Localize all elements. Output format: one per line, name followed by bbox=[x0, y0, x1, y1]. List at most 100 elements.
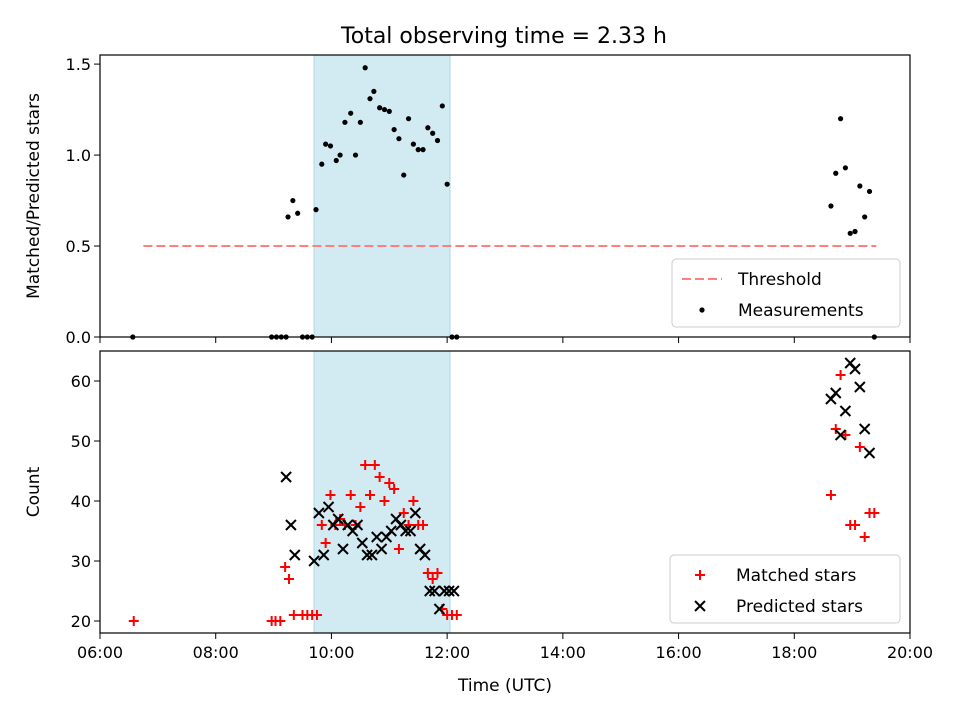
data-point bbox=[389, 484, 400, 494]
data-point bbox=[361, 549, 373, 561]
data-point bbox=[847, 230, 853, 236]
data-point bbox=[438, 585, 450, 597]
series-measurements bbox=[130, 65, 877, 340]
data-point bbox=[366, 549, 378, 561]
data-point bbox=[348, 110, 354, 116]
data-point bbox=[345, 490, 356, 500]
data-point bbox=[866, 188, 873, 195]
data-point bbox=[342, 119, 348, 125]
data-point bbox=[840, 430, 851, 440]
data-point bbox=[316, 520, 327, 530]
data-point bbox=[352, 152, 359, 158]
y-tick-label: 0.5 bbox=[66, 237, 91, 256]
data-point bbox=[425, 125, 431, 131]
data-point bbox=[420, 147, 426, 153]
data-point bbox=[825, 490, 836, 500]
data-point bbox=[837, 116, 844, 122]
data-point bbox=[833, 170, 839, 176]
y-tick-label: 0.0 bbox=[66, 328, 91, 347]
data-point bbox=[842, 165, 848, 171]
data-point bbox=[313, 207, 319, 213]
data-point bbox=[351, 519, 364, 531]
data-point bbox=[859, 532, 870, 542]
data-point bbox=[337, 152, 343, 158]
data-point bbox=[834, 429, 847, 441]
data-point bbox=[432, 568, 443, 578]
data-point bbox=[371, 88, 377, 94]
data-point bbox=[419, 549, 431, 561]
data-point bbox=[448, 585, 460, 597]
data-point bbox=[444, 181, 450, 187]
data-point bbox=[451, 610, 462, 620]
legend-label: Predicted stars bbox=[736, 597, 863, 617]
legend-matched-swatch bbox=[695, 570, 705, 580]
data-point bbox=[857, 183, 863, 189]
series-predicted-stars bbox=[280, 357, 876, 615]
data-point bbox=[356, 537, 368, 549]
data-point bbox=[415, 147, 421, 153]
data-point bbox=[428, 585, 441, 597]
x-tick-label: 10:00 bbox=[308, 643, 354, 662]
y-tick-label: 50 bbox=[71, 432, 91, 451]
data-point bbox=[852, 228, 858, 235]
data-point bbox=[313, 507, 325, 519]
data-point bbox=[362, 65, 368, 71]
legend-label: Threshold bbox=[737, 270, 822, 290]
chart-title: Total observing time = 2.33 h bbox=[340, 24, 667, 49]
data-point bbox=[371, 531, 383, 543]
count-panel: 20 30 40 50 60 06:00 08:00 10:00 12:00 14:00 16:00… bbox=[24, 350, 933, 696]
data-point bbox=[323, 141, 329, 147]
x-tick-label: 14:00 bbox=[540, 643, 586, 662]
data-point bbox=[285, 519, 297, 531]
data-point bbox=[869, 508, 880, 518]
data-point bbox=[433, 603, 446, 615]
data-point bbox=[835, 370, 846, 380]
legend-label: Measurements bbox=[738, 301, 864, 321]
observing-window-span bbox=[313, 350, 451, 634]
data-point bbox=[288, 610, 299, 620]
data-point bbox=[374, 472, 385, 482]
data-point bbox=[308, 555, 320, 567]
data-point bbox=[850, 520, 861, 530]
x-tick-label: 12:00 bbox=[424, 643, 470, 662]
data-point bbox=[830, 424, 841, 434]
data-point bbox=[289, 549, 301, 561]
legend: Threshold Measurements bbox=[671, 258, 901, 328]
data-point bbox=[854, 381, 866, 393]
data-point bbox=[355, 502, 366, 512]
data-point bbox=[409, 507, 422, 519]
data-point bbox=[369, 460, 380, 470]
data-point bbox=[275, 616, 286, 626]
data-point bbox=[384, 478, 395, 488]
data-point bbox=[325, 490, 336, 500]
data-point bbox=[128, 616, 139, 626]
x-tick-label: 20:00 bbox=[887, 643, 933, 662]
data-point bbox=[399, 525, 412, 537]
data-point bbox=[386, 108, 392, 114]
data-point bbox=[424, 585, 436, 597]
data-point bbox=[443, 585, 455, 597]
data-point bbox=[422, 568, 433, 578]
observing-window-span bbox=[313, 54, 451, 338]
y-tick-label: 20 bbox=[71, 612, 91, 631]
data-point bbox=[410, 141, 416, 147]
data-point bbox=[863, 447, 876, 459]
data-point bbox=[439, 103, 445, 109]
data-point bbox=[830, 387, 842, 399]
data-point bbox=[322, 501, 335, 513]
data-point bbox=[319, 161, 325, 167]
data-point bbox=[839, 405, 852, 417]
data-point bbox=[311, 610, 322, 620]
data-point bbox=[398, 508, 409, 518]
data-point bbox=[318, 549, 330, 561]
legend: Matched stars Predicted stars bbox=[669, 554, 901, 624]
legend-box bbox=[669, 554, 901, 624]
data-point bbox=[285, 214, 291, 220]
data-point bbox=[405, 116, 412, 122]
y-axis-label: Count bbox=[24, 466, 44, 517]
data-point bbox=[290, 197, 296, 204]
data-point bbox=[408, 496, 419, 506]
x-tick-label: 06:00 bbox=[77, 643, 123, 662]
x-tick-label: 18:00 bbox=[771, 643, 817, 662]
